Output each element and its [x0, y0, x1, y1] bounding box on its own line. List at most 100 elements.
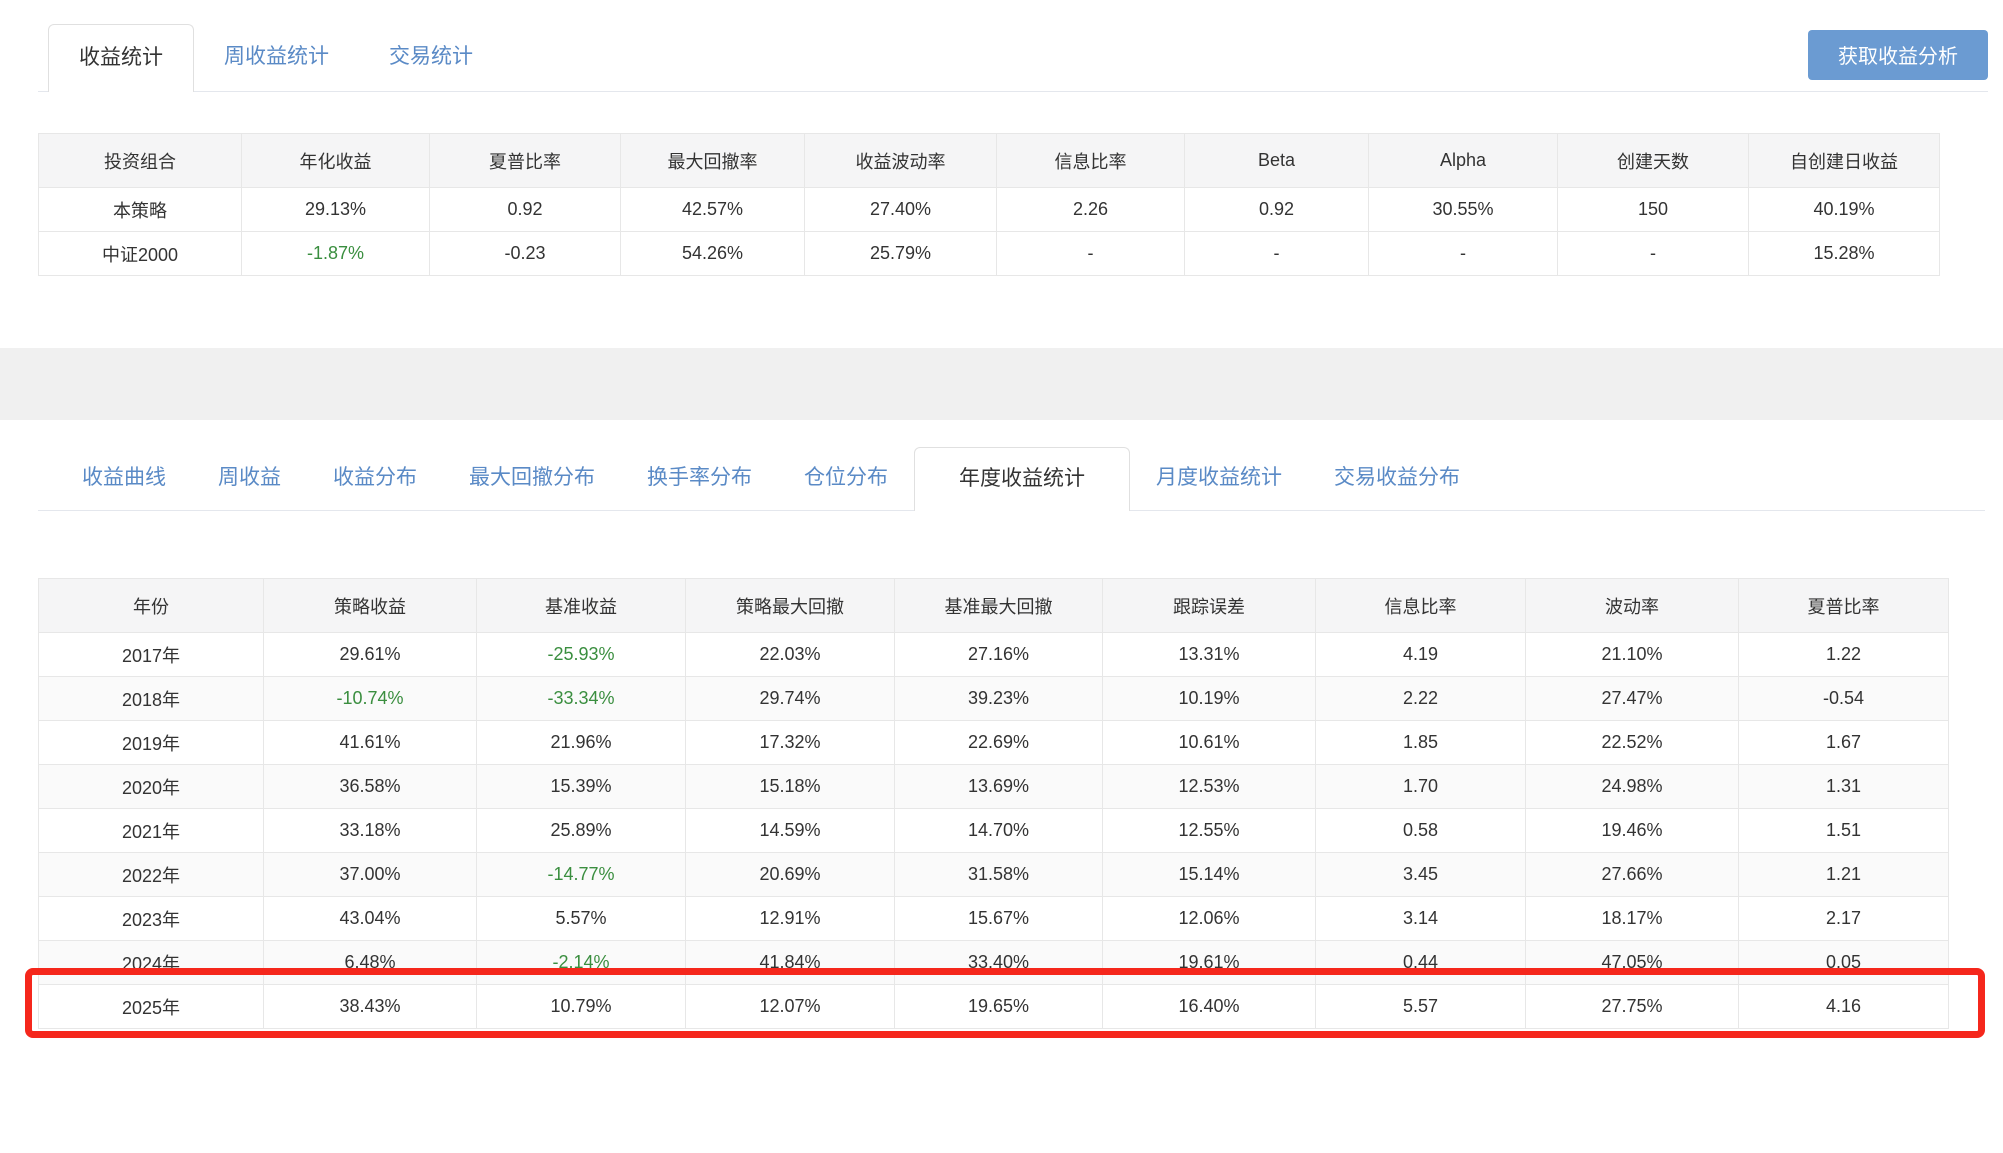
- table-cell: 39.23%: [894, 676, 1103, 721]
- annual-row: 2018年 -10.74% -33.34% 29.74% 39.23% 10.19% 2.2…: [38, 676, 1949, 721]
- column-header: 年份: [38, 578, 264, 633]
- annual-row: 2017年 29.61% -25.93% 22.03% 27.16% 13.31% 4.19…: [38, 632, 1949, 677]
- top-tab-bar: 收益统计 周收益统计 交易统计 获取收益分析: [38, 24, 1988, 92]
- column-header: 基准收益: [476, 578, 686, 633]
- table-cell: 1.21: [1738, 852, 1949, 897]
- table-cell: 15.67%: [894, 896, 1103, 941]
- table-cell: 27.47%: [1525, 676, 1739, 721]
- summary-row: 本策略 29.13% 0.92 42.57% 27.40% 2.26 0.92 30.55% 1…: [38, 187, 1940, 232]
- table-cell: 16.40%: [1102, 984, 1316, 1029]
- table-cell: 2023年: [38, 896, 264, 941]
- table-cell: 41.84%: [685, 940, 895, 985]
- table-cell: 2.26: [996, 187, 1185, 232]
- sub-tab-max-drawdown-distribution[interactable]: 最大回撤分布: [469, 466, 595, 489]
- sub-tab-trade-income-distribution[interactable]: 交易收益分布: [1334, 466, 1460, 489]
- table-cell: 1.85: [1315, 720, 1526, 765]
- annual-row: 2024年 6.48% -2.14% 41.84% 33.40% 19.61% 0.44 47…: [38, 940, 1949, 985]
- table-cell: 1.22: [1738, 632, 1949, 677]
- table-cell: 29.74%: [685, 676, 895, 721]
- column-header: 策略收益: [263, 578, 477, 633]
- table-cell: 2021年: [38, 808, 264, 853]
- table-cell: 2020年: [38, 764, 264, 809]
- table-cell: 12.53%: [1102, 764, 1316, 809]
- table-cell: 12.91%: [685, 896, 895, 941]
- section-divider-band: [0, 348, 2003, 420]
- get-income-analysis-button[interactable]: 获取收益分析: [1808, 29, 1988, 80]
- sub-tab-annual-income-stats[interactable]: 年度收益统计: [914, 447, 1130, 511]
- table-cell: 42.57%: [620, 187, 805, 232]
- table-cell: 31.58%: [894, 852, 1103, 897]
- table-cell: 25.89%: [476, 808, 686, 853]
- tab-trade-stats[interactable]: 交易统计: [389, 45, 473, 68]
- table-cell: 6.48%: [263, 940, 477, 985]
- table-cell: 43.04%: [263, 896, 477, 941]
- table-cell: 27.16%: [894, 632, 1103, 677]
- tab-income-stats[interactable]: 收益统计: [48, 24, 194, 92]
- column-header: 跟踪误差: [1102, 578, 1316, 633]
- table-cell: -33.34%: [476, 676, 686, 721]
- table-cell: -: [1184, 231, 1369, 276]
- sub-tab-weekly-income[interactable]: 周收益: [218, 466, 281, 489]
- table-cell: 14.59%: [685, 808, 895, 853]
- table-cell: 27.40%: [804, 187, 997, 232]
- annual-income-table: 年份 策略收益 基准收益 策略最大回撤 基准最大回撤 跟踪误差 信息比率 波动率 夏普比率 201…: [38, 578, 1949, 1029]
- table-cell: 15.28%: [1748, 231, 1940, 276]
- column-header: 投资组合: [38, 133, 242, 188]
- table-cell: 2022年: [38, 852, 264, 897]
- table-cell: 13.31%: [1102, 632, 1316, 677]
- table-cell: 15.18%: [685, 764, 895, 809]
- annual-row: 2023年 43.04% 5.57% 12.91% 15.67% 12.06% 3.14 18…: [38, 896, 1949, 941]
- table-cell: -10.74%: [263, 676, 477, 721]
- summary-row: 中证2000 -1.87% -0.23 54.26% 25.79% - - - -15.28%: [38, 231, 1940, 276]
- annual-row: 2019年 41.61% 21.96% 17.32% 22.69% 10.61% 1.85 2…: [38, 720, 1949, 765]
- sub-tab-monthly-income-stats[interactable]: 月度收益统计: [1156, 466, 1282, 489]
- table-cell: 22.03%: [685, 632, 895, 677]
- table-cell: 2017年: [38, 632, 264, 677]
- table-cell: 10.79%: [476, 984, 686, 1029]
- table-cell: 29.61%: [263, 632, 477, 677]
- column-header: 年化收益: [241, 133, 430, 188]
- table-cell: 22.52%: [1525, 720, 1739, 765]
- column-header: 基准最大回撤: [894, 578, 1103, 633]
- table-cell: 150: [1557, 187, 1749, 232]
- annual-row: 2022年 37.00% -14.77% 20.69% 31.58% 15.14% 3.45…: [38, 852, 1949, 897]
- sub-tab-turnover-distribution[interactable]: 换手率分布: [647, 466, 752, 489]
- table-cell: -0.54: [1738, 676, 1949, 721]
- table-cell: 19.65%: [894, 984, 1103, 1029]
- column-header: Beta: [1184, 133, 1369, 188]
- table-cell: -25.93%: [476, 632, 686, 677]
- column-header: 最大回撤率: [620, 133, 805, 188]
- annual-row-highlighted: 2025年 38.43% 10.79% 12.07% 19.65% 16.40% 5.57 2…: [38, 984, 1949, 1029]
- column-header: 自创建日收益: [1748, 133, 1940, 188]
- table-cell: 17.32%: [685, 720, 895, 765]
- table-cell: 2024年: [38, 940, 264, 985]
- column-header: 信息比率: [1315, 578, 1526, 633]
- sub-tab-position-distribution[interactable]: 仓位分布: [804, 466, 888, 489]
- table-cell: 中证2000: [38, 231, 242, 276]
- table-cell: 1.31: [1738, 764, 1949, 809]
- table-cell: 54.26%: [620, 231, 805, 276]
- table-cell: 33.18%: [263, 808, 477, 853]
- table-cell: -: [1557, 231, 1749, 276]
- summary-row-header-row: 投资组合 年化收益 夏普比率 最大回撤率 收益波动率 信息比率 Beta Alpha 创建天数自…: [38, 133, 1940, 188]
- table-cell: 0.92: [429, 187, 621, 232]
- tab-weekly-income-stats[interactable]: 周收益统计: [224, 45, 329, 68]
- table-cell: 21.96%: [476, 720, 686, 765]
- table-cell: 47.05%: [1525, 940, 1739, 985]
- sub-tab-income-curve[interactable]: 收益曲线: [82, 466, 166, 489]
- sub-tab-income-distribution[interactable]: 收益分布: [333, 466, 417, 489]
- sub-tab-bar: 收益曲线 周收益 收益分布 最大回撤分布 换手率分布 仓位分布 年度收益统计 月度收益统计 交易…: [38, 447, 1985, 511]
- table-cell: 2019年: [38, 720, 264, 765]
- table-cell: 18.17%: [1525, 896, 1739, 941]
- table-cell: 40.19%: [1748, 187, 1940, 232]
- table-cell: 0.05: [1738, 940, 1949, 985]
- annual-row: 2021年 33.18% 25.89% 14.59% 14.70% 12.55% 0.58 1…: [38, 808, 1949, 853]
- table-cell: 20.69%: [685, 852, 895, 897]
- table-cell: 2.17: [1738, 896, 1949, 941]
- table-cell: 本策略: [38, 187, 242, 232]
- table-cell: -: [1368, 231, 1558, 276]
- table-cell: 21.10%: [1525, 632, 1739, 677]
- table-cell: 13.69%: [894, 764, 1103, 809]
- table-cell: 1.70: [1315, 764, 1526, 809]
- table-cell: 33.40%: [894, 940, 1103, 985]
